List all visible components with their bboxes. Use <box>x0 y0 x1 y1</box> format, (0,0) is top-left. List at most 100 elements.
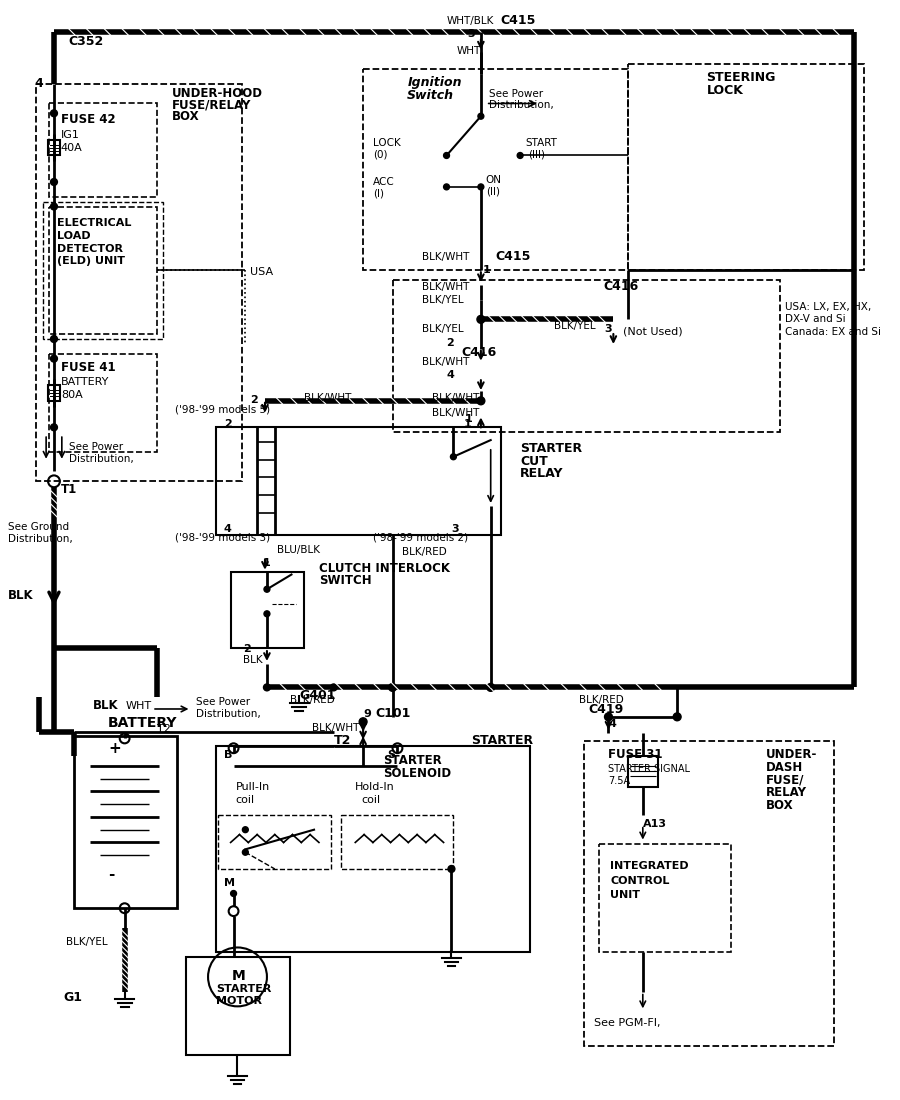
Text: LOCK: LOCK <box>706 84 743 97</box>
Text: M: M <box>231 969 246 982</box>
Text: BLK/WHT: BLK/WHT <box>422 282 470 292</box>
Circle shape <box>444 153 449 158</box>
Text: Canada: EX and Si: Canada: EX and Si <box>785 327 881 337</box>
Circle shape <box>359 718 367 726</box>
Circle shape <box>50 110 58 117</box>
Text: BLK/YEL: BLK/YEL <box>422 324 464 334</box>
Text: FUSE 42: FUSE 42 <box>61 113 115 127</box>
Text: See PGM-FI,: See PGM-FI, <box>594 1018 661 1028</box>
Text: (Not Used): (Not Used) <box>623 326 683 337</box>
Text: USA: USA <box>250 267 274 277</box>
Text: 1: 1 <box>464 419 471 429</box>
Text: DETECTOR: DETECTOR <box>57 244 123 254</box>
Text: WHT/BLK: WHT/BLK <box>446 16 494 26</box>
Circle shape <box>673 713 681 721</box>
Text: 9: 9 <box>363 708 371 718</box>
Text: C352: C352 <box>68 34 104 47</box>
Text: SOLENOID: SOLENOID <box>382 767 451 780</box>
Text: 2: 2 <box>224 419 231 429</box>
Text: T1: T1 <box>61 483 77 496</box>
Text: BLK/WHT: BLK/WHT <box>422 253 470 263</box>
Text: WHT: WHT <box>456 46 481 56</box>
Text: ('98-'99 models 2): ('98-'99 models 2) <box>373 532 468 542</box>
Text: STEERING: STEERING <box>706 70 776 84</box>
Text: B: B <box>224 750 232 760</box>
Circle shape <box>50 204 58 210</box>
Text: FUSE/RELAY: FUSE/RELAY <box>172 98 251 111</box>
Circle shape <box>444 184 449 190</box>
Text: 3: 3 <box>605 324 612 334</box>
Circle shape <box>50 424 58 431</box>
Text: STARTER SIGNAL: STARTER SIGNAL <box>608 763 690 773</box>
Text: 4: 4 <box>608 718 617 728</box>
Text: C415: C415 <box>500 14 536 28</box>
Text: CUT: CUT <box>520 454 548 467</box>
Text: BLK/YEL: BLK/YEL <box>554 321 596 331</box>
Text: FUSE 31: FUSE 31 <box>608 748 663 761</box>
Text: BLK/WHT: BLK/WHT <box>312 723 359 733</box>
Text: 80A: 80A <box>61 389 83 400</box>
Text: ACC: ACC <box>373 177 395 187</box>
Text: 1: 1 <box>482 265 491 275</box>
Text: ELECTRICAL: ELECTRICAL <box>57 218 131 228</box>
Text: ON: ON <box>486 175 502 185</box>
Text: (III): (III) <box>528 150 545 160</box>
Text: START: START <box>525 138 557 147</box>
Circle shape <box>50 336 58 342</box>
Circle shape <box>477 397 485 405</box>
Text: (0): (0) <box>373 150 387 160</box>
Text: BLU/BLK: BLU/BLK <box>277 544 320 554</box>
Text: 4: 4 <box>446 371 454 381</box>
Text: WHT: WHT <box>126 701 152 711</box>
Text: BLK/WHT: BLK/WHT <box>422 358 470 367</box>
Text: DASH: DASH <box>766 761 803 773</box>
Text: CONTROL: CONTROL <box>610 876 670 886</box>
Text: BLK: BLK <box>243 654 263 664</box>
Text: USA: LX, EX, HX,: USA: LX, EX, HX, <box>785 301 871 311</box>
Text: STARTER: STARTER <box>471 735 533 747</box>
Circle shape <box>478 113 484 119</box>
Text: INTEGRATED: INTEGRATED <box>610 861 689 871</box>
Text: BLK/WHT: BLK/WHT <box>432 407 479 418</box>
Text: 2: 2 <box>250 395 258 405</box>
Text: 3: 3 <box>467 29 475 38</box>
Text: C416: C416 <box>462 345 497 359</box>
Text: IG1: IG1 <box>61 130 80 140</box>
Text: BOX: BOX <box>766 799 793 812</box>
Circle shape <box>50 355 58 362</box>
Text: (ELD) UNIT: (ELD) UNIT <box>57 256 125 266</box>
Text: coil: coil <box>361 795 381 805</box>
Text: BLK/RED: BLK/RED <box>579 695 624 705</box>
Text: MOTOR: MOTOR <box>216 997 262 1006</box>
Text: Switch: Switch <box>408 89 454 101</box>
Circle shape <box>264 586 270 592</box>
Text: 3: 3 <box>452 525 459 535</box>
Text: C419: C419 <box>589 703 624 716</box>
Circle shape <box>605 713 612 721</box>
Circle shape <box>230 891 237 896</box>
Text: C416: C416 <box>604 279 639 293</box>
Text: S: S <box>388 750 396 760</box>
Text: BLK/WHT: BLK/WHT <box>432 393 479 403</box>
Text: 2: 2 <box>243 645 251 654</box>
Text: 4: 4 <box>224 525 231 535</box>
Circle shape <box>477 316 485 323</box>
Text: LOAD: LOAD <box>57 231 91 241</box>
Text: STARTER: STARTER <box>382 754 442 767</box>
Text: C101: C101 <box>376 707 411 719</box>
Circle shape <box>242 849 248 855</box>
Circle shape <box>451 454 456 460</box>
Text: CLUTCH INTERLOCK: CLUTCH INTERLOCK <box>319 562 450 574</box>
Text: Pull-In: Pull-In <box>236 782 270 792</box>
Text: LOCK: LOCK <box>373 138 400 147</box>
Text: ('98-'99 models 3): ('98-'99 models 3) <box>175 532 270 542</box>
Text: See Power: See Power <box>196 697 250 707</box>
Text: BATTERY: BATTERY <box>108 716 177 729</box>
Text: BLK: BLK <box>8 590 33 602</box>
Text: BLK/RED: BLK/RED <box>290 695 334 705</box>
Text: T2: T2 <box>334 735 351 747</box>
Text: T2: T2 <box>157 724 171 734</box>
Text: Ignition: Ignition <box>408 76 462 89</box>
Circle shape <box>478 184 484 190</box>
Text: M: M <box>224 878 235 888</box>
